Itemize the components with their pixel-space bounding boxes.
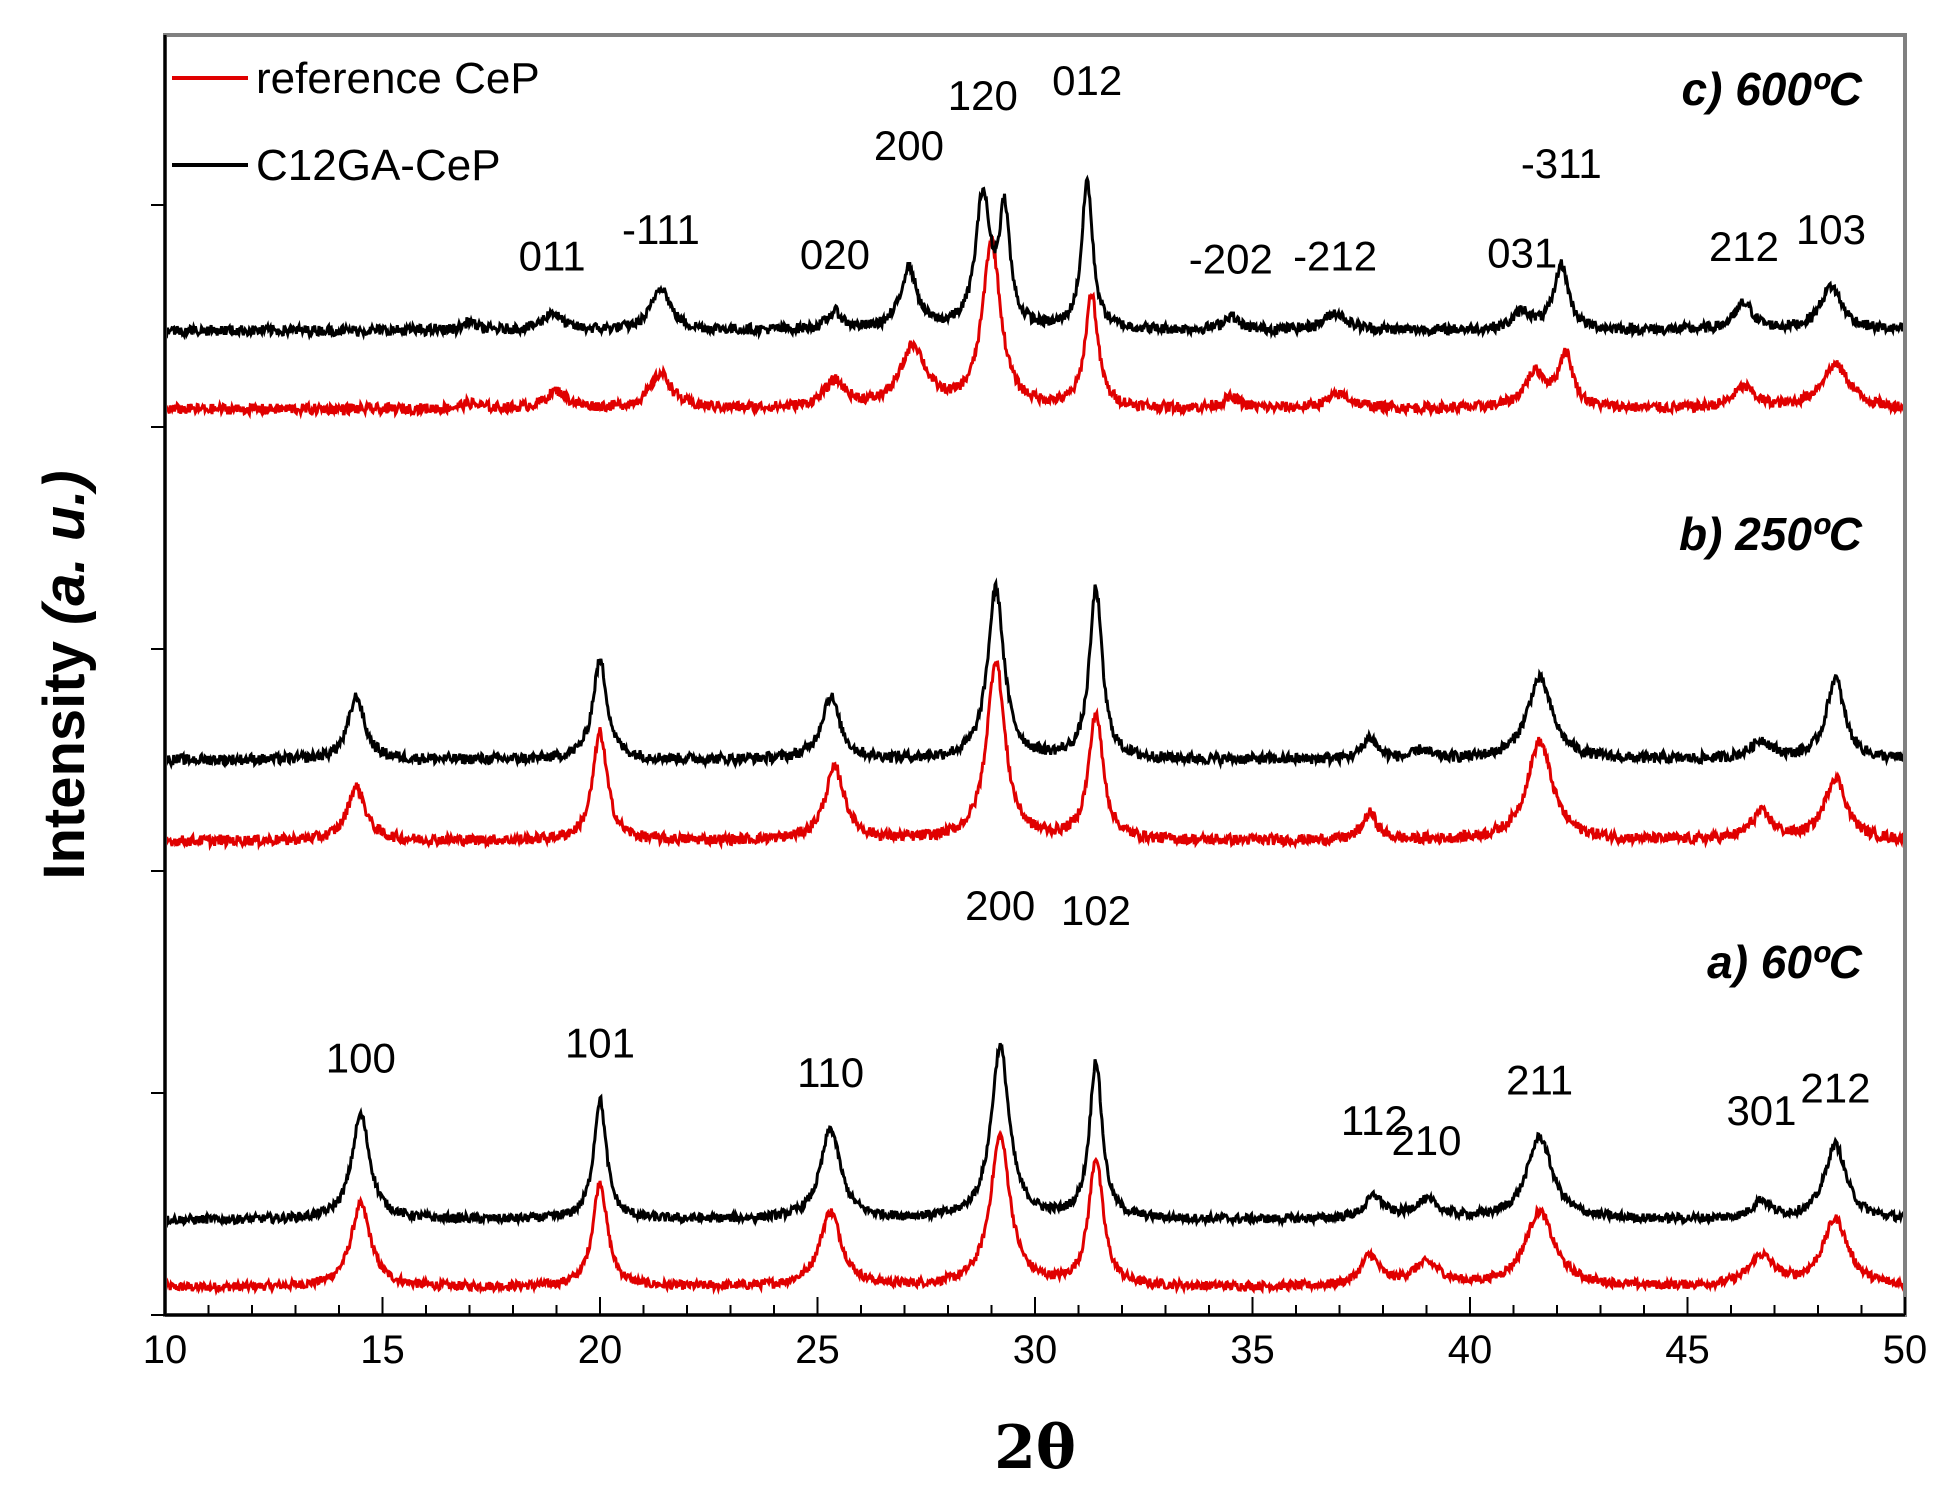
y-axis-title-main: Intensity [32, 625, 97, 880]
series-c12ga-cep-panel-c [163, 174, 1906, 341]
peak-label-c-3: 200 [874, 122, 944, 169]
peak-label-a-1: 101 [565, 1019, 635, 1066]
peak-label-c-10: 212 [1709, 223, 1779, 270]
peak-label-a-6: 210 [1391, 1117, 1461, 1164]
x-tick-label-15: 15 [360, 1328, 405, 1372]
peak-label-c-6: -202 [1189, 236, 1273, 283]
panel-label-c: c) 600ºC [1682, 63, 1863, 115]
series-reference-cep-panel-c [163, 235, 1907, 420]
y-axis-title-unit: (a. u.) [32, 470, 97, 625]
series-reference-cep-panel-a [163, 1129, 1907, 1297]
panel-label-a: a) 60ºC [1707, 936, 1863, 988]
peak-label-c-5: 012 [1052, 57, 1122, 104]
x-tick-label-30: 30 [1013, 1328, 1058, 1372]
x-tick-label-50: 50 [1883, 1328, 1928, 1372]
peak-label-a-8: 301 [1726, 1087, 1796, 1134]
peak-label-a-2: 110 [797, 1049, 864, 1096]
x-tick-label-40: 40 [1448, 1328, 1493, 1372]
legend: reference CeP C12GA-CeP [172, 54, 540, 190]
x-axis-title: 2θ [994, 1413, 1076, 1483]
peak-label-a-0: 100 [326, 1035, 396, 1082]
legend-label-reference-cep: reference CeP [256, 54, 540, 103]
series-reference-cep-panel-b [163, 660, 1907, 852]
legend-label-c12ga-cep: C12GA-CeP [256, 141, 501, 190]
peak-label-c-11: 103 [1796, 206, 1866, 253]
peak-label-c-8: 031 [1487, 230, 1557, 277]
plot-area [163, 174, 1907, 1297]
panel-label-b: b) 250ºC [1679, 508, 1863, 560]
peak-label-c-9: -311 [1521, 140, 1602, 187]
peak-label-c-1: -111 [622, 206, 700, 253]
peak-label-c-4: 120 [948, 72, 1018, 119]
axis-ticks: 10 15 20 25 30 35 40 45 50 [143, 204, 1928, 1372]
peak-label-a-9: 212 [1800, 1064, 1870, 1111]
series-c12ga-cep-panel-a [164, 1042, 1907, 1229]
peak-label-a-5: 112 [1341, 1097, 1408, 1144]
peak-label-c-7: -212 [1293, 232, 1377, 279]
x-tick-label-35: 35 [1230, 1328, 1275, 1372]
peak-label-c-2: 020 [800, 231, 870, 278]
peak-label-a-4: 102 [1061, 887, 1131, 934]
peak-label-a-7: 211 [1506, 1057, 1573, 1104]
x-tick-label-20: 20 [578, 1328, 623, 1372]
y-axis-title: Intensity (a. u.) [32, 470, 97, 879]
x-tick-label-45: 45 [1665, 1328, 1710, 1372]
series-c12ga-cep-panel-b [163, 577, 1907, 771]
x-tick-label-25: 25 [795, 1328, 840, 1372]
peak-label-c-0: 011 [519, 232, 586, 279]
peak-label-a-3: 200 [965, 882, 1035, 929]
x-tick-label-10: 10 [143, 1328, 188, 1372]
plot-frame [163, 33, 1907, 1317]
